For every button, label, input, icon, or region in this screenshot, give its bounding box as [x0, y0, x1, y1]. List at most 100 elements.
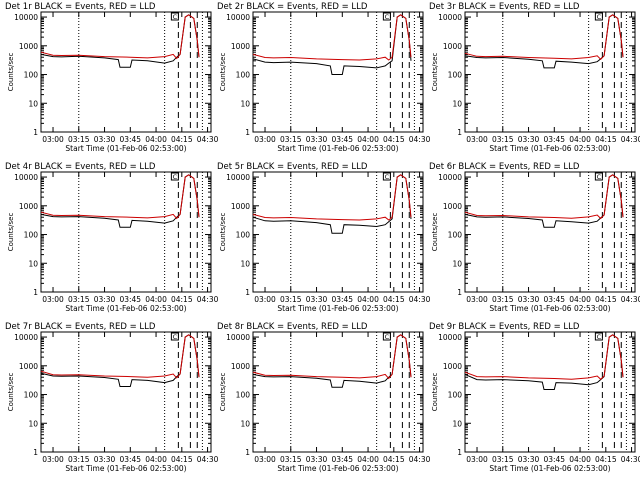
x-tick-label: 04:30	[621, 135, 640, 144]
flag-box	[382, 12, 391, 21]
events-line	[252, 334, 412, 388]
x-tick-label: 03:45	[331, 455, 353, 464]
y-tick-label: 1000	[231, 362, 250, 371]
lld-line	[40, 334, 200, 379]
y-axis-label: Counts/sec	[219, 213, 227, 252]
plot-frame	[464, 331, 636, 453]
x-tick-label: 04:30	[621, 455, 640, 464]
x-tick-label: 04:00	[569, 135, 591, 144]
x-tick-label: 03:15	[280, 295, 302, 304]
y-axis-label: Counts/sec	[219, 373, 227, 412]
y-axis-label: Counts/sec	[219, 53, 227, 92]
y-tick-label: 1000	[443, 202, 462, 211]
panel-det-9r: Det 9r BLACK = Events, RED = LLD 1 10 100 10…	[429, 322, 640, 473]
x-axis-label: Start Time (01-Feb-06 02:53:00)	[277, 464, 398, 473]
y-tick-label: 1	[33, 448, 38, 457]
y-tick-label: 10000	[226, 13, 250, 22]
x-tick-label: 04:30	[409, 135, 431, 144]
y-tick-label: 10	[28, 419, 38, 428]
x-tick-label: 04:30	[409, 295, 431, 304]
x-tick-label: 03:00	[466, 455, 488, 464]
y-tick-label: 10	[28, 259, 38, 268]
y-tick-label: 100	[24, 391, 39, 400]
y-tick-label: 100	[24, 231, 39, 240]
y-tick-label: 100	[448, 71, 463, 80]
x-tick-label: 04:00	[357, 295, 379, 304]
flag-label: C	[173, 333, 178, 341]
flag-label: C	[173, 13, 178, 21]
plot-frame	[252, 331, 424, 453]
panel-title: Det 2r BLACK = Events, RED = LLD	[217, 2, 368, 12]
y-tick-label: 10	[240, 259, 250, 268]
events-line	[464, 334, 624, 390]
flag-box	[382, 332, 391, 341]
x-tick-label: 03:00	[466, 135, 488, 144]
lld-line	[40, 174, 200, 220]
x-tick-label: 03:45	[331, 135, 353, 144]
x-tick-label: 03:15	[280, 455, 302, 464]
lld-line	[464, 334, 624, 380]
x-axis-label: Start Time (01-Feb-06 02:53:00)	[489, 464, 610, 473]
y-tick-label: 1	[245, 448, 250, 457]
x-tick-label: 04:15	[595, 135, 617, 144]
x-tick-label: 03:30	[518, 135, 540, 144]
plot-frame	[464, 171, 636, 293]
y-tick-label: 100	[448, 231, 463, 240]
y-axis-label: Counts/sec	[431, 53, 439, 92]
lld-line	[464, 14, 624, 61]
y-tick-label: 100	[24, 71, 39, 80]
flag-box	[170, 12, 179, 21]
x-tick-label: 04:15	[171, 295, 193, 304]
y-tick-label: 1000	[231, 42, 250, 51]
flag-box	[594, 332, 603, 341]
x-tick-label: 04:00	[569, 455, 591, 464]
plot-frame	[40, 171, 212, 293]
panel-det-3r: Det 3r BLACK = Events, RED = LLD 1 10 100 10…	[429, 2, 640, 153]
x-tick-label: 04:15	[171, 135, 193, 144]
y-tick-label: 10	[452, 259, 462, 268]
x-tick-label: 04:30	[621, 295, 640, 304]
x-tick-label: 03:30	[94, 455, 116, 464]
panel-det-8r: Det 8r BLACK = Events, RED = LLD 1 10 100 10…	[217, 322, 431, 473]
panel-title: Det 9r BLACK = Events, RED = LLD	[429, 322, 580, 332]
y-tick-label: 100	[236, 71, 251, 80]
x-tick-label: 04:00	[357, 455, 379, 464]
panel-det-1r: Det 1r BLACK = Events, RED = LLD 1 10 100 10…	[5, 2, 219, 153]
y-tick-label: 100	[236, 231, 251, 240]
y-axis-label: Counts/sec	[431, 213, 439, 252]
x-tick-label: 03:15	[492, 295, 514, 304]
panel-title: Det 5r BLACK = Events, RED = LLD	[217, 162, 368, 172]
x-tick-label: 03:00	[42, 455, 64, 464]
x-tick-label: 03:45	[119, 295, 141, 304]
lld-line	[464, 174, 624, 220]
x-tick-label: 03:00	[42, 135, 64, 144]
events-line	[40, 14, 200, 68]
y-tick-label: 1	[33, 288, 38, 297]
y-tick-label: 1	[33, 128, 38, 137]
y-axis-label: Counts/sec	[431, 373, 439, 412]
y-tick-label: 1000	[231, 202, 250, 211]
y-tick-label: 10000	[14, 173, 38, 182]
events-line	[40, 334, 200, 387]
x-tick-label: 03:15	[492, 135, 514, 144]
y-tick-label: 10000	[438, 333, 462, 342]
flag-label: C	[597, 13, 602, 21]
plot-frame	[464, 11, 636, 133]
y-tick-label: 1	[457, 288, 462, 297]
x-tick-label: 03:30	[306, 455, 328, 464]
flag-box	[594, 172, 603, 181]
y-tick-label: 10	[452, 99, 462, 108]
plot-frame	[252, 11, 424, 133]
flag-label: C	[385, 13, 390, 21]
x-axis-label: Start Time (01-Feb-06 02:53:00)	[489, 304, 610, 313]
y-axis-label: Counts/sec	[7, 213, 15, 252]
y-tick-label: 1000	[443, 362, 462, 371]
panel-title: Det 3r BLACK = Events, RED = LLD	[429, 2, 580, 12]
lld-line	[252, 334, 412, 380]
flag-box	[170, 172, 179, 181]
x-tick-label: 04:00	[357, 135, 379, 144]
y-tick-label: 10000	[226, 333, 250, 342]
lld-line	[40, 14, 200, 60]
x-tick-label: 04:15	[595, 295, 617, 304]
